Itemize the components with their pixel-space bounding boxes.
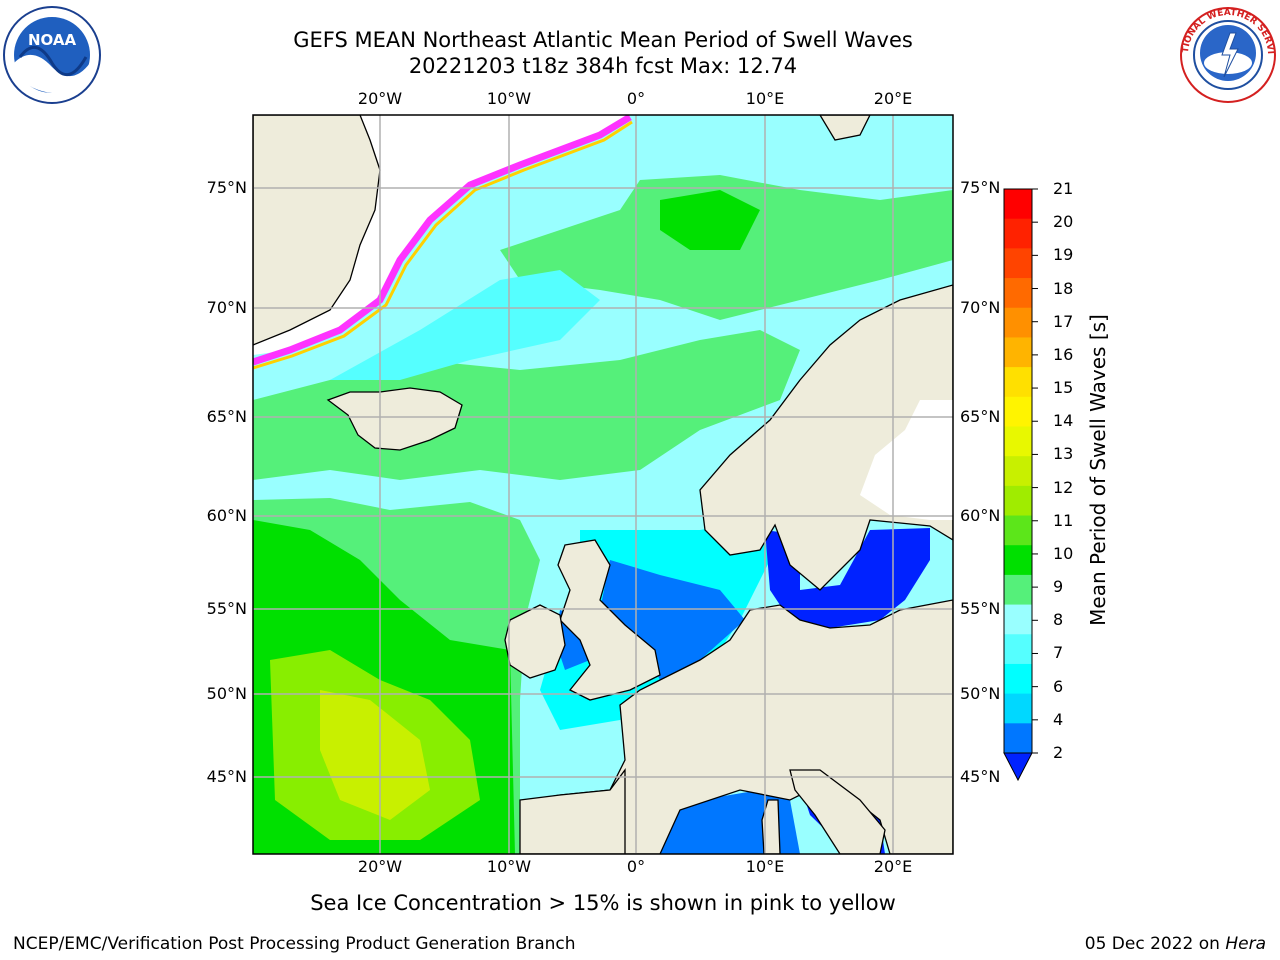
colorbar-tick-label: 10 — [1053, 543, 1074, 563]
chart-subtitle: 20221203 t18z 384h fcst Max: 12.74 — [408, 54, 798, 78]
chart-title: GEFS MEAN Northeast Atlantic Mean Period… — [293, 28, 913, 52]
colorbar-tick-label: 16 — [1053, 344, 1074, 364]
colorbar-extend-arrow — [1003, 752, 1033, 782]
longitude-label: 20°W — [357, 89, 403, 108]
colorbar-segment — [1004, 545, 1032, 576]
swell-cyan-coastal — [330, 270, 600, 380]
colorbar-segment — [1004, 218, 1032, 249]
noaa-logo-text: NOAA — [28, 31, 77, 49]
colorbar-tick-label: 11 — [1053, 510, 1074, 530]
colorbar-label: Mean Period of Swell Waves [s] — [1086, 314, 1110, 626]
colorbar-segment — [1004, 307, 1032, 338]
svalbard-land — [819, 115, 871, 141]
colorbar-tick-label: 17 — [1053, 311, 1074, 331]
colorbar-segment — [1004, 278, 1032, 309]
latitude-label: 60°N — [960, 506, 1001, 525]
colorbar-tick-label: 19 — [1053, 245, 1074, 265]
italy-land — [789, 769, 886, 854]
colorbar-tick-label: 4 — [1053, 709, 1064, 729]
longitude-label: 20°W — [357, 857, 403, 876]
longitude-label: 10°W — [486, 857, 532, 876]
latitude-label: 65°N — [206, 407, 247, 426]
colorbar-segment — [1004, 337, 1032, 368]
longitude-label: 10°E — [745, 857, 785, 876]
colorbar-tick-label: 20 — [1053, 212, 1074, 232]
colorbar-segment — [1004, 426, 1032, 457]
colorbar-segment — [1004, 634, 1032, 665]
latitude-label: 50°N — [960, 684, 1001, 703]
swell-blue-baltic — [765, 528, 930, 628]
colorbar-segment — [1004, 515, 1032, 546]
latitude-label: 70°N — [206, 298, 247, 317]
longitude-label: 0° — [626, 857, 646, 876]
noaa-logo: NOAA — [2, 5, 102, 105]
colorbar-tick-label: 21 — [1053, 179, 1074, 198]
colorbar-tick-label: 9 — [1053, 577, 1064, 597]
colorbar-segment — [1004, 189, 1032, 220]
latitude-label: 50°N — [206, 684, 247, 703]
colorbar-tick-label: 8 — [1053, 610, 1064, 630]
footer-credit: NCEP/EMC/Verification Post Processing Pr… — [13, 934, 576, 954]
latitude-label: 75°N — [206, 178, 247, 197]
colorbar-tick-label: 13 — [1053, 444, 1074, 464]
footer-date: 05 Dec 2022 on Hera — [1084, 934, 1266, 954]
gulf-of-bothnia-ice — [860, 400, 953, 520]
colorbar-segment — [1004, 574, 1032, 606]
nws-logo: NATIONAL WEATHER SERVICE — [1174, 0, 1278, 105]
latitude-label: 55°N — [960, 599, 1001, 618]
colorbar-frame — [1003, 188, 1033, 754]
latitude-label: 70°N — [960, 298, 1001, 317]
latitude-label: 60°N — [206, 506, 247, 525]
latitude-label: 55°N — [206, 599, 247, 618]
colorbar-segment — [1004, 396, 1032, 427]
longitude-label: 10°W — [486, 89, 532, 108]
sea-ice-edge-yellow — [253, 120, 633, 370]
colorbar-tick-label: 12 — [1053, 477, 1074, 497]
colorbar-segment — [1004, 604, 1032, 635]
longitude-label: 10°E — [745, 89, 785, 108]
iberia-land — [519, 768, 626, 854]
longitude-label: 20°E — [873, 857, 913, 876]
colorbar-segment — [1004, 663, 1032, 695]
colorbar-tick-label: 6 — [1053, 676, 1064, 696]
latitude-label: 45°N — [960, 767, 1001, 786]
colorbar-segment — [1004, 456, 1032, 487]
colorbar-segment — [1004, 367, 1032, 398]
sea-ice-edge — [253, 115, 632, 366]
graticule — [253, 115, 953, 854]
colorbar-segment — [1004, 248, 1032, 279]
colorbar-tick-label: 18 — [1053, 278, 1074, 298]
great-britain-land — [557, 539, 661, 701]
longitude-label: 0° — [626, 89, 646, 108]
sea-ice-footnote: Sea Ice Concentration > 15% is shown in … — [310, 891, 896, 915]
latitude-label: 75°N — [960, 178, 1001, 197]
swell-patch-north-bright — [660, 190, 760, 250]
colorbar-tick-label: 2 — [1053, 743, 1064, 762]
colorbar-tick-label: 7 — [1053, 643, 1064, 663]
colorbar-segment — [1004, 693, 1032, 724]
colorbar — [1003, 188, 1038, 782]
longitude-label: 20°E — [873, 89, 913, 108]
greenland-coast — [253, 115, 381, 346]
corsica-sardinia-land — [761, 799, 781, 854]
swell-field-yellow — [320, 690, 430, 820]
latitude-label: 65°N — [960, 407, 1001, 426]
colorbar-segment — [1004, 485, 1032, 517]
latitude-label: 45°N — [206, 767, 247, 786]
map-frame — [252, 114, 954, 855]
colorbar-tick-label: 14 — [1053, 411, 1074, 431]
footer-machine: Hera — [1225, 934, 1266, 954]
colorbar-tick-label: 15 — [1053, 378, 1074, 398]
colorbar-segment — [1004, 723, 1032, 754]
